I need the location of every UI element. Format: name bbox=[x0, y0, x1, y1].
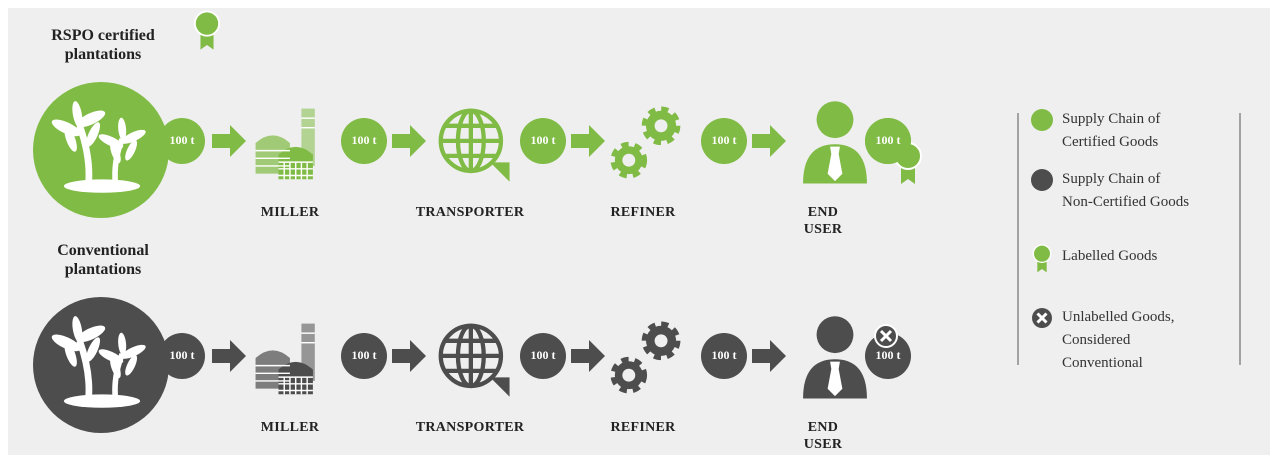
legend-swatch bbox=[1031, 169, 1053, 191]
legend-swatch bbox=[1031, 109, 1053, 131]
quantity-label: 100 t bbox=[712, 348, 737, 362]
stage-label: REFINER bbox=[610, 205, 676, 220]
flow-arrow bbox=[212, 125, 246, 157]
quantity-circle bbox=[865, 333, 911, 379]
plantation-circle bbox=[33, 297, 169, 433]
row-title: Conventional plantations bbox=[57, 242, 149, 278]
quantity-circle bbox=[341, 333, 387, 379]
quantity-label: 100 t bbox=[170, 348, 195, 362]
stage-label: MILLER bbox=[260, 420, 320, 435]
quantity-circle bbox=[865, 118, 911, 164]
quantity-label: 100 t bbox=[876, 133, 901, 147]
quantity-label: 100 t bbox=[352, 348, 377, 362]
stage-label: TRANSPORTER bbox=[415, 205, 525, 220]
quantity-label: 100 t bbox=[876, 348, 901, 362]
quantity-label: 100 t bbox=[531, 133, 556, 147]
flow-arrow bbox=[212, 340, 246, 372]
legend-x bbox=[1036, 312, 1048, 324]
stage-label: END USER bbox=[803, 205, 843, 237]
legend-label: Unlabelled Goods, Considered Conventiona… bbox=[1062, 309, 1175, 371]
legend-label: Supply Chain of Non-Certified Goods bbox=[1062, 171, 1190, 210]
stage-label: MILLER bbox=[260, 205, 320, 220]
flow-arrow bbox=[392, 125, 426, 157]
quantity-circle bbox=[701, 333, 747, 379]
quantity-circle bbox=[159, 118, 205, 164]
quantity-label: 100 t bbox=[531, 348, 556, 362]
plantation-circle bbox=[33, 82, 169, 218]
quantity-circle bbox=[159, 333, 205, 379]
unlabelled-x bbox=[879, 329, 893, 343]
stage-label: END USER bbox=[803, 420, 843, 452]
quantity-label: 100 t bbox=[170, 133, 195, 147]
legend-label: Supply Chain of Certified Goods bbox=[1062, 111, 1161, 150]
quantity-label: 100 t bbox=[712, 133, 737, 147]
quantity-circle bbox=[701, 118, 747, 164]
flow-arrow bbox=[571, 125, 605, 157]
legend-label: Labelled Goods bbox=[1062, 248, 1158, 264]
stage-label: TRANSPORTER bbox=[415, 420, 525, 435]
flow-arrow bbox=[392, 340, 426, 372]
flow-arrow bbox=[752, 125, 786, 157]
quantity-circle bbox=[520, 333, 566, 379]
flow-arrow bbox=[752, 340, 786, 372]
quantity-circle bbox=[341, 118, 387, 164]
stage-label: REFINER bbox=[610, 420, 676, 435]
quantity-circle bbox=[520, 118, 566, 164]
row-title: RSPO certified plantations bbox=[51, 27, 155, 63]
flow-arrow bbox=[571, 340, 605, 372]
quantity-label: 100 t bbox=[352, 133, 377, 147]
